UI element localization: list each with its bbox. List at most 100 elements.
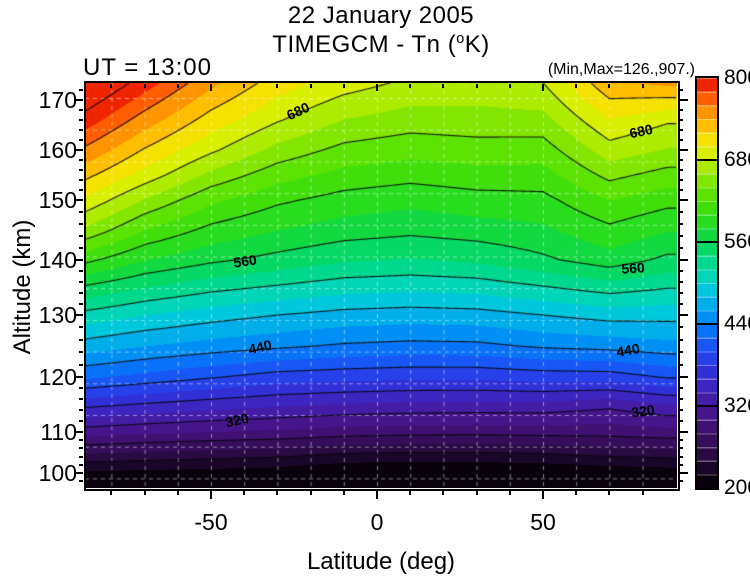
y-minor-tick <box>79 292 83 294</box>
y-major-tick <box>74 149 83 151</box>
colorbar-label-320: 320 <box>724 394 750 417</box>
y-minor-tick-right <box>679 119 683 121</box>
x-minor-tick-top <box>409 84 412 88</box>
y-minor-tick <box>79 326 83 329</box>
y-major-tick <box>74 376 83 378</box>
y-tick-label: 130 <box>38 302 77 328</box>
y-minor-tick-right <box>679 223 683 225</box>
x-axis-title: Latitude (deg) <box>306 548 456 575</box>
x-minor-tick <box>442 490 445 495</box>
y-minor-tick <box>79 480 83 483</box>
y-tick-label: 120 <box>38 364 77 390</box>
x-tick-label: -50 <box>194 509 228 535</box>
y-minor-tick-right <box>679 281 683 283</box>
x-tick-label: 50 <box>530 509 556 535</box>
colorbar-marker-560 <box>697 241 717 243</box>
x-minor-tick <box>110 490 113 495</box>
y-minor-tick-right <box>679 292 683 294</box>
colorbar-label-800: 800 <box>724 66 750 89</box>
y-minor-tick <box>79 119 83 121</box>
y-minor-tick-right <box>679 480 683 483</box>
x-minor-tick-top <box>608 84 611 88</box>
y-minor-tick <box>79 338 83 341</box>
y-minor-tick-right <box>679 139 683 141</box>
colorbar-marker-440 <box>697 323 717 325</box>
y-major-tick <box>74 99 83 101</box>
y-minor-tick-right <box>679 351 683 354</box>
y-minor-tick <box>79 351 83 354</box>
degree-symbol: o <box>456 31 465 47</box>
y-minor-tick <box>79 420 83 422</box>
y-minor-tick-right <box>679 159 683 161</box>
y-minor-tick-right <box>679 129 683 131</box>
y-minor-tick-right <box>679 303 683 305</box>
y-major-tick <box>74 314 83 316</box>
y-minor-tick <box>79 247 83 249</box>
y-minor-tick-right <box>679 420 683 422</box>
y-minor-tick <box>79 398 83 400</box>
x-minor-tick-top <box>143 84 146 88</box>
y-minor-tick-right <box>679 338 683 341</box>
y-minor-tick <box>79 169 83 171</box>
x-minor-tick <box>475 490 478 495</box>
colorbar-label-200: 200 <box>724 476 750 499</box>
y-major-tick <box>74 259 83 261</box>
x-minor-tick <box>608 490 611 495</box>
x-major-tick-top <box>210 84 212 91</box>
x-major-tick <box>376 490 378 499</box>
colorbar-marker-320 <box>697 405 717 407</box>
y-tick-label: 100 <box>38 460 77 486</box>
x-minor-tick-top <box>475 84 478 88</box>
y-minor-tick-right <box>679 179 683 181</box>
x-minor-tick <box>575 490 578 495</box>
x-minor-tick-top <box>641 84 644 88</box>
x-minor-tick <box>508 490 511 495</box>
y-minor-tick <box>79 235 83 237</box>
y-minor-tick-right <box>679 270 683 272</box>
x-minor-tick-top <box>508 84 511 88</box>
x-tick-label: 0 <box>370 509 384 535</box>
y-minor-tick-right <box>679 189 683 191</box>
title-date: 22 January 2005 <box>287 2 475 29</box>
y-minor-tick <box>79 363 83 366</box>
y-major-tick <box>74 431 83 433</box>
y-minor-tick <box>79 211 83 213</box>
y-minor-tick <box>79 129 83 131</box>
colorbar-label-560: 560 <box>724 230 750 253</box>
y-minor-tick <box>79 159 83 161</box>
y-major-tick <box>74 199 83 201</box>
y-minor-tick-right <box>679 455 683 458</box>
x-major-tick-top <box>542 84 544 91</box>
y-tick-label: 110 <box>40 419 77 445</box>
x-major-tick-top <box>376 84 378 91</box>
y-tick-label: 150 <box>38 187 77 213</box>
x-minor-tick <box>243 490 246 495</box>
y-minor-tick <box>79 281 83 283</box>
contour-label-560: 560 <box>232 251 258 271</box>
y-tick-label: 140 <box>38 247 77 273</box>
title-model: TIMEGCM - Tn (oK) <box>85 31 677 59</box>
x-minor-tick <box>342 490 345 495</box>
contour-label-320: 320 <box>630 401 656 421</box>
x-minor-tick-top <box>309 84 312 88</box>
y-minor-tick-right <box>679 439 683 442</box>
y-minor-tick <box>79 189 83 191</box>
y-axis-title: Altitude (km) <box>9 219 36 355</box>
y-minor-tick-right <box>679 89 683 91</box>
colorbar-marker-680 <box>697 159 717 161</box>
colorbar <box>695 76 719 490</box>
y-minor-tick-right <box>679 409 683 411</box>
minmax-annotation: (Min,Max=126.,907.) <box>547 61 695 78</box>
y-minor-tick-right <box>679 447 683 450</box>
y-major-tick-right <box>679 259 688 261</box>
y-minor-tick <box>79 109 83 111</box>
y-major-tick-right <box>679 431 688 433</box>
x-minor-tick-top <box>276 84 279 88</box>
y-minor-tick-right <box>679 398 683 400</box>
y-tick-label: 160 <box>38 137 77 163</box>
y-minor-tick-right <box>679 326 683 329</box>
x-minor-tick <box>641 490 644 495</box>
y-minor-tick <box>79 387 83 389</box>
x-major-tick <box>210 490 212 499</box>
x-minor-tick <box>276 490 279 495</box>
